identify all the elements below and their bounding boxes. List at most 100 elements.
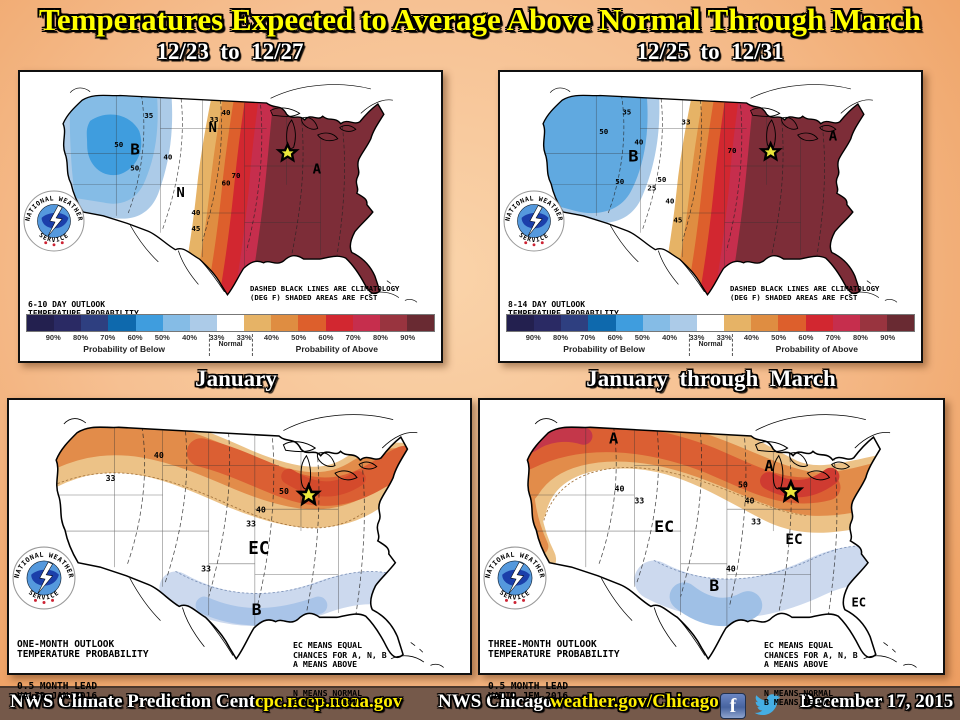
outlook-info-text: ONE-MONTH OUTLOOK TEMPERATURE PROBABILITY… <box>17 638 149 703</box>
colorbar-normal-caption: Normal <box>688 334 733 356</box>
probability-colorbar: 90% 80% 70% 60% 50% 40% 33% 33% 40% 50% … <box>26 314 435 358</box>
map-label-equal-chances: EC <box>248 539 269 559</box>
colorbar-cell <box>778 315 806 331</box>
climatology-value: 45 <box>191 224 200 233</box>
outlook-map-8-14-day: B A 35 50 40 50 33 25 70 50 45 40 <box>542 84 898 303</box>
climatology-value: 45 <box>673 216 682 225</box>
climatology-value: 70 <box>728 146 737 155</box>
colorbar-cell <box>135 315 163 331</box>
colorbar-cell <box>81 315 109 331</box>
probability-colorbar: 90% 80% 70% 60% 50% 40% 33% 33% 40% 50% … <box>506 314 915 358</box>
colorbar-tick: 80% <box>73 333 89 342</box>
footer-bar: NWS Climate Prediction Center cpc.ncep.n… <box>0 686 960 720</box>
footer-nws-chicago-label: NWS Chicago <box>438 691 553 712</box>
colorbar-cell <box>832 315 860 331</box>
colorbar-tick: 60% <box>607 333 623 342</box>
footer-cpc-link[interactable]: cpc.ncep.noaa.gov <box>255 691 403 712</box>
colorbar-tick: 33% <box>716 333 732 342</box>
colorbar-cell <box>108 315 136 331</box>
colorbar-normal-caption: Normal <box>208 334 253 356</box>
map-label-above: A <box>609 430 618 448</box>
contour-value: 33 <box>246 519 256 529</box>
page-title: Temperatures Expected to Average Above N… <box>38 2 921 37</box>
map-label-below: B <box>709 576 719 595</box>
climatology-value: 60 <box>221 179 230 188</box>
contour-value: 40 <box>745 496 755 506</box>
climatology-value: 40 <box>634 138 643 147</box>
colorbar-cell <box>27 315 55 331</box>
colorbar-tick: 33% <box>689 333 705 342</box>
nws-logo: NATIONAL WEATHER SERVICE <box>12 546 76 610</box>
colorbar-tick: 40% <box>743 333 759 342</box>
colorbar-tick: 60% <box>798 333 814 342</box>
colorbar-tick: 50% <box>771 333 787 342</box>
nws-logo: NATIONAL WEATHER SERVICE <box>23 190 85 252</box>
colorbar-cell <box>615 315 643 331</box>
map-label-above: A <box>313 162 321 177</box>
outlook-map-one-month: EC B 40 33 50 40 33 33 <box>55 414 445 668</box>
outlook-info-text: THREE-MONTH OUTLOOK TEMPERATURE PROBABILI… <box>488 638 620 703</box>
climatology-value: 40 <box>163 153 172 162</box>
colorbar-tick: 33% <box>209 333 225 342</box>
colorbar-tick: 90% <box>525 333 541 342</box>
colorbar-tick: 70% <box>580 333 596 342</box>
colorbar-above-caption: Probability of Above <box>295 344 378 354</box>
map-label-above: A <box>829 129 837 144</box>
colorbar-cell <box>216 315 245 331</box>
contour-value: 33 <box>634 496 644 506</box>
colorbar-tick: 40% <box>662 333 678 342</box>
colorbar-cell <box>669 315 697 331</box>
climatology-value: 50 <box>599 127 608 136</box>
colorbar-tick: 80% <box>852 333 868 342</box>
climatology-value: 40 <box>191 208 200 217</box>
colorbar-cell <box>588 315 616 331</box>
colorbar-cell <box>696 315 725 331</box>
climatology-value: 50 <box>130 164 139 173</box>
contour-value: 33 <box>201 563 211 573</box>
climatology-value: 35 <box>144 111 153 120</box>
colorbar-tick: 50% <box>154 333 170 342</box>
colorbar-tick: 40% <box>263 333 279 342</box>
colorbar-tick: 80% <box>553 333 569 342</box>
outlook-map-three-month: A A EC EC EC B 40 33 50 40 33 40 <box>526 414 917 668</box>
map-label-below: B <box>628 147 638 165</box>
climatology-value: 40 <box>665 197 674 206</box>
facebook-icon[interactable]: f <box>720 693 746 719</box>
climatology-value: 50 <box>657 175 666 184</box>
colorbar-cells <box>26 314 435 332</box>
colorbar-cell <box>751 315 779 331</box>
contour-value: 50 <box>738 479 748 489</box>
climatology-value: 35 <box>622 108 631 117</box>
twitter-icon[interactable] <box>752 691 782 719</box>
footer-nws-chicago-link[interactable]: weather.gov/Chicago <box>550 691 719 712</box>
map-label-below: B <box>130 141 140 158</box>
contour-value: 40 <box>256 504 266 514</box>
climatology-value: 50 <box>615 177 624 186</box>
panel-heading-8-14-day: 12/25 to 12/31 <box>636 39 784 64</box>
colorbar-tick: 70% <box>345 333 361 342</box>
colorbar-tick: 90% <box>45 333 61 342</box>
map-label-near-normal: N <box>208 121 216 136</box>
contour-value: 40 <box>154 450 164 460</box>
map-label-below: B <box>252 600 262 619</box>
climatology-value: 33 <box>209 115 218 124</box>
panel-heading-one-month: January <box>195 366 277 391</box>
contour-value: 50 <box>279 486 289 496</box>
colorbar-tick: 70% <box>825 333 841 342</box>
nws-logo: NATIONAL WEATHER SERVICE <box>503 190 565 252</box>
nws-logo: NATIONAL WEATHER SERVICE <box>483 546 547 610</box>
contour-value: 33 <box>106 473 116 483</box>
colorbar-cell <box>244 315 272 331</box>
footer-date: December 17, 2015 <box>800 691 954 712</box>
colorbar-cell <box>507 315 535 331</box>
colorbar-cell <box>352 315 380 331</box>
outlook-panel-one-month: EC B 40 33 50 40 33 33 NATIONAL WEATHER … <box>7 398 472 707</box>
colorbar-cell <box>642 315 670 331</box>
contour-value: 40 <box>726 563 736 573</box>
colorbar-cell <box>54 315 82 331</box>
contour-value: 40 <box>614 484 624 494</box>
contour-value: 33 <box>751 517 761 527</box>
colorbar-cells <box>506 314 915 332</box>
